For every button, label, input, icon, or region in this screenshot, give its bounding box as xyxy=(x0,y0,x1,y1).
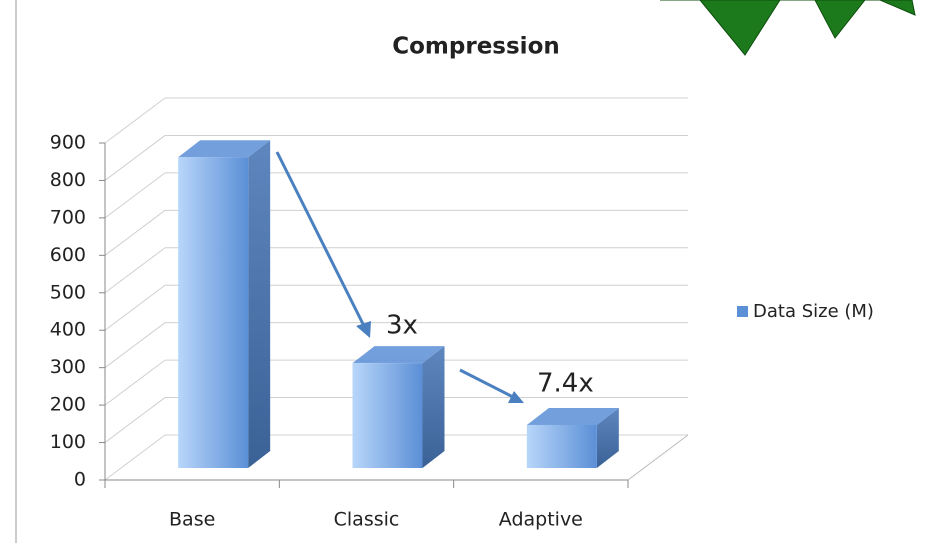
annotation-arrow xyxy=(275,151,368,331)
bar-side xyxy=(422,346,445,468)
grid-line xyxy=(104,359,166,406)
y-tick-label: 0 xyxy=(74,469,86,491)
annotation-arrow xyxy=(459,368,516,400)
legend-label: Data Size (M) xyxy=(753,301,874,322)
y-tick-label: 400 xyxy=(50,319,86,341)
bar-side xyxy=(596,407,619,468)
y-tick-label: 900 xyxy=(50,132,86,154)
x-tick-label: Classic xyxy=(334,509,400,531)
chart-title: Compression xyxy=(392,34,560,60)
y-tick-label: 300 xyxy=(50,356,86,378)
grid-line xyxy=(104,172,166,219)
y-tick-label: 500 xyxy=(50,281,86,303)
y-tick-label: 200 xyxy=(50,394,86,416)
grid-line xyxy=(104,322,166,369)
annotation: 7.4x xyxy=(537,369,594,399)
star-decoration xyxy=(660,0,916,56)
grid-line xyxy=(104,397,166,443)
y-tick-label: 100 xyxy=(50,431,86,453)
y-tick-label: 800 xyxy=(50,169,86,191)
y-tick-label: 600 xyxy=(50,244,86,266)
grid-line xyxy=(104,247,166,294)
arrow-head xyxy=(508,391,524,403)
grid-line xyxy=(104,97,166,144)
floor-edge xyxy=(627,434,689,481)
bar xyxy=(526,424,597,468)
chart-frame xyxy=(15,0,930,543)
bar-side xyxy=(248,140,271,468)
legend-swatch xyxy=(737,306,748,317)
plot-area: 0 100 200 300 400 500 600 700 800 900 Base Classic A… xyxy=(50,97,689,531)
y-tick-label: 700 xyxy=(50,206,86,228)
grid-line xyxy=(104,284,166,331)
x-tick-label: Adaptive xyxy=(499,509,583,531)
bar xyxy=(178,157,249,468)
grid-line xyxy=(104,209,166,256)
bar-top xyxy=(526,407,619,425)
bar-top xyxy=(352,346,445,364)
grid-line xyxy=(104,135,166,181)
arrow-head xyxy=(356,321,371,338)
bar xyxy=(352,363,423,468)
grid-line xyxy=(104,434,166,481)
bar-top xyxy=(178,140,271,158)
x-tick-label: Base xyxy=(169,509,215,531)
annotation: 3x xyxy=(386,311,418,341)
